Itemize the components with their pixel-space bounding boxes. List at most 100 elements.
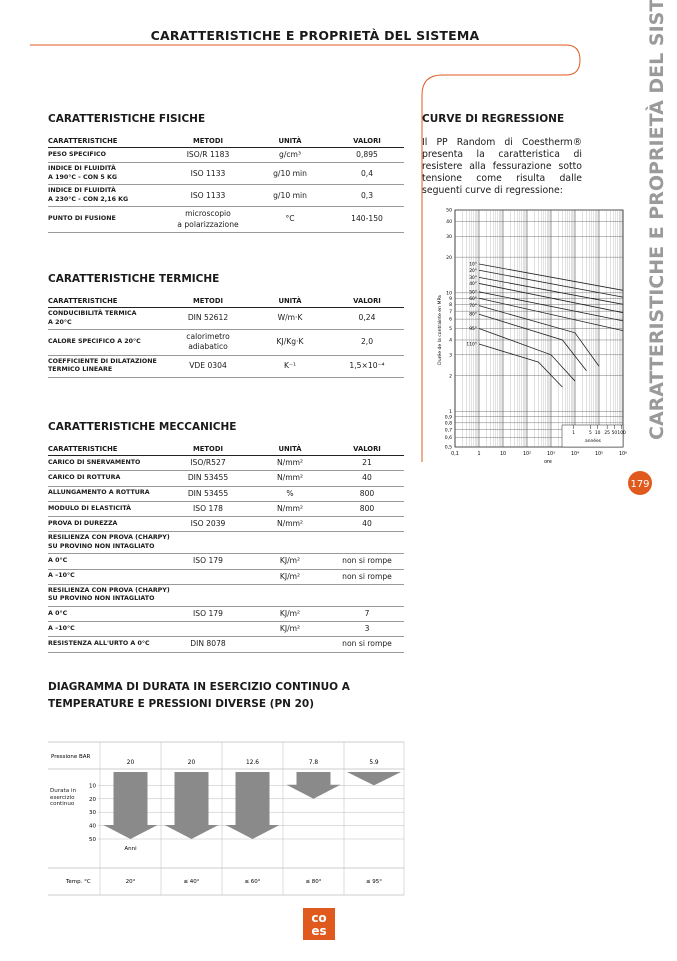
table-row: COEFFICIENTE DI DILATAZIONE TERMICO LINE… xyxy=(48,355,404,378)
table-cell: non si rompe xyxy=(330,636,404,653)
table-cell: 0,24 xyxy=(330,307,404,330)
table-row: CARICO DI SNERVAMENTO ISO/R527 N/mm² 21 xyxy=(48,455,404,472)
inset-tick-label: 25 xyxy=(604,430,610,436)
table-cell: ISO 178 xyxy=(166,501,250,518)
y-tick-label: 40 xyxy=(446,219,452,225)
legend-label: 70° xyxy=(469,303,477,309)
side-title: CARATTERISTICHE E PROPRIETÀ DEL SISTEMA xyxy=(645,0,668,440)
table-cell: 40 xyxy=(330,470,404,487)
table-cell: RESISTENZA ALL'URTO A 0°C xyxy=(48,636,166,653)
section-title: CARATTERISTICHE TERMICHE xyxy=(48,273,220,285)
table-cell: DIN 53455 xyxy=(166,486,250,502)
table-cell: VDE 0304 xyxy=(166,355,250,378)
table-cell: COEFFICIENTE DI DILATAZIONE TERMICO LINE… xyxy=(48,355,166,378)
table-cell: CALORE SPECIFICO A 20°C xyxy=(48,329,166,356)
pressure-value: 20 xyxy=(188,760,196,766)
x-tick-label: 10² xyxy=(523,451,531,457)
table-cell: % xyxy=(250,486,330,502)
table-cell: N/mm² xyxy=(250,501,330,518)
table-cell: KJ/m² xyxy=(250,553,330,570)
regression-curve xyxy=(478,297,624,331)
column-header: METODI xyxy=(166,135,250,148)
table-cell: DIN 52612 xyxy=(166,307,250,330)
table-cell: KJ/m² xyxy=(250,621,330,638)
x-tick-label: 10⁵ xyxy=(595,451,603,457)
table-row: A 0°C ISO 179 KJ/m² 7 xyxy=(48,606,404,623)
table-cell: A 0°C xyxy=(48,606,166,623)
temperature: ≤ 80° xyxy=(305,879,321,885)
table-cell: PESO SPECIFICO xyxy=(48,147,166,164)
pressure-value: 20 xyxy=(127,760,135,766)
table-row: CARICO DI ROTTURA DIN 53455 N/mm² 40 xyxy=(48,470,404,487)
x-tick-label: 0,1 xyxy=(451,451,459,457)
row-label: Temp. °C xyxy=(65,879,91,885)
table-cell: KJ/m² xyxy=(250,606,330,623)
table-cell: KJ/Kg·K xyxy=(250,329,330,356)
duration-arrow xyxy=(103,772,158,839)
inset-frame xyxy=(561,424,624,448)
table-cell: microscopio a polarizzazione xyxy=(166,206,250,233)
legend-label: 20° xyxy=(469,268,477,274)
column-header: VALORI xyxy=(330,443,404,456)
temperature: ≤ 60° xyxy=(244,879,260,885)
legend-label: 50° xyxy=(469,289,477,295)
table-cell xyxy=(250,636,330,653)
section-title: CURVE DI REGRESSIONE xyxy=(422,113,565,125)
table-cell xyxy=(166,569,250,585)
table-cell: ISO 1133 xyxy=(166,162,250,186)
table-cell: g/10 min xyxy=(250,162,330,186)
column-header: UNITÀ xyxy=(250,443,330,456)
y-tick-label: 50 xyxy=(446,208,452,214)
y-tick-label: 20 xyxy=(446,255,452,261)
pressure-value: 5.9 xyxy=(369,760,379,766)
table-cell: ISO 1133 xyxy=(166,184,250,208)
page-title: CARATTERISTICHE E PROPRIETÀ DEL SISTEMA xyxy=(150,28,480,43)
table-cell: 1,5×10⁻⁴ xyxy=(330,355,404,378)
duration-arrow xyxy=(286,772,341,799)
inset-tick-label: 100 xyxy=(617,430,626,436)
table-cell: CARICO DI ROTTURA xyxy=(48,470,166,487)
y-tick-label: 9 xyxy=(449,296,452,302)
header-row: CARATTERISTICHE METODI UNITÀ VALORI xyxy=(48,443,404,456)
table-cell: 800 xyxy=(330,486,404,502)
data-table: CARATTERISTICHE METODI UNITÀ VALORI CONDUCIB… xyxy=(48,295,404,378)
table-cell: g/10 min xyxy=(250,184,330,208)
legend-label: 10° xyxy=(469,262,477,268)
section: CARATTERISTICHE TERMICHE CARATTERISTICHE M… xyxy=(48,273,404,378)
x-tick-label: 1 xyxy=(477,451,480,457)
table-cell: 140-150 xyxy=(330,206,404,233)
regression-curve xyxy=(478,283,624,314)
table-row: INDICE DI FLUIDITÀ A 230°C - CON 2,16 KG… xyxy=(48,184,404,208)
table-row: A –10°C KJ/m² non si rompe xyxy=(48,569,404,585)
y-tick-label: 8 xyxy=(449,302,452,308)
legend-label: 40° xyxy=(469,281,477,287)
table-cell: A –10°C xyxy=(48,621,166,638)
legend-label: 60° xyxy=(469,296,477,302)
page-number: 179 xyxy=(630,479,649,490)
table-row: INDICE DI FLUIDITÀ A 190°C - CON 5 KG ISO… xyxy=(48,162,404,186)
table-cell: A –10°C xyxy=(48,569,166,585)
table-row: CALORE SPECIFICO A 20°C calorimetro adiab… xyxy=(48,329,404,356)
table-cell: 3 xyxy=(330,621,404,638)
table-row: CONDUCIBILITÀ TERMICA A 20°C DIN 52612 W/m… xyxy=(48,307,404,330)
table-cell: INDICE DI FLUIDITÀ A 230°C - CON 2,16 KG xyxy=(48,184,166,208)
table-cell: non si rompe xyxy=(330,553,404,570)
y-tick-label: 0,6 xyxy=(445,435,452,441)
duration-arrow xyxy=(164,772,219,839)
temperature: ≤ 95° xyxy=(366,879,382,885)
table-cell: 0,895 xyxy=(330,147,404,164)
section: CARATTERISTICHE FISICHE CARATTERISTICHE ME… xyxy=(48,113,404,233)
regression-curve xyxy=(478,269,624,298)
table-cell: 7 xyxy=(330,606,404,623)
y-tick-label: 40 xyxy=(89,824,96,830)
y-tick-label: 3 xyxy=(449,352,452,358)
table-cell: PUNTO DI FUSIONE xyxy=(48,206,166,233)
table-cell: ISO 2039 xyxy=(166,516,250,533)
y-tick-label: 2 xyxy=(449,373,452,379)
table-row: A –10°C KJ/m² 3 xyxy=(48,621,404,638)
table-cell: KJ/m² xyxy=(250,569,330,585)
table-cell: A 0°C xyxy=(48,553,166,570)
regression-curve xyxy=(478,263,624,291)
